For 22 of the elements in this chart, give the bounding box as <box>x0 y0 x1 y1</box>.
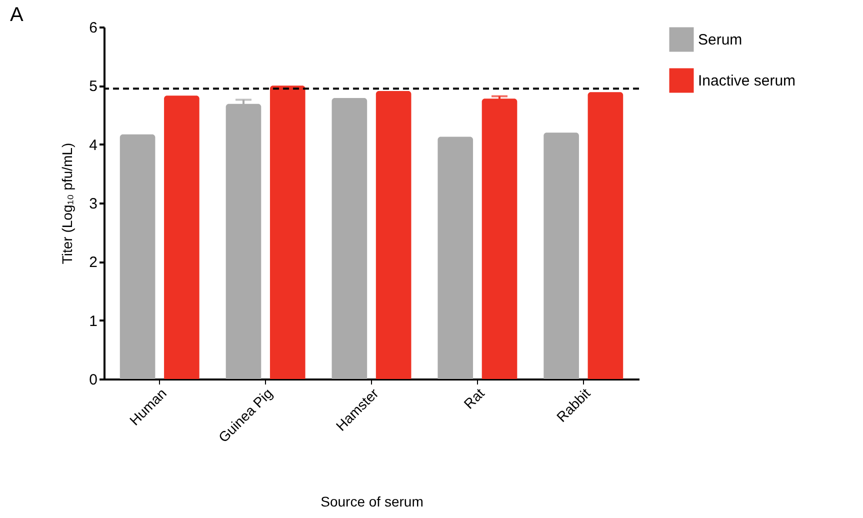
y-tick-label: 0 <box>89 372 98 388</box>
bar <box>588 92 624 379</box>
y-tick-label: 1 <box>89 312 98 330</box>
bar <box>544 132 579 379</box>
text: A <box>10 4 24 27</box>
bar <box>438 136 474 379</box>
x-tick-label: Rat <box>460 385 488 412</box>
y-tick-label: 6 <box>89 20 98 36</box>
bar <box>120 134 156 379</box>
y-tick-label: 5 <box>89 78 98 96</box>
y-tick-label: 3 <box>89 196 98 212</box>
legend-label: Serum <box>698 32 742 48</box>
bar <box>164 96 200 379</box>
x-axis-title: Source of serum <box>320 493 424 510</box>
bar <box>270 86 306 379</box>
bar <box>376 90 412 379</box>
y-axis-title: Titer (Log₁₀ pfu/mL) <box>59 142 76 264</box>
legend-label: Inactive serum <box>698 72 796 90</box>
y-tick-label: 2 <box>89 254 98 272</box>
bar <box>332 98 368 379</box>
bar <box>226 104 262 379</box>
y-tick-label: 4 <box>89 136 98 154</box>
